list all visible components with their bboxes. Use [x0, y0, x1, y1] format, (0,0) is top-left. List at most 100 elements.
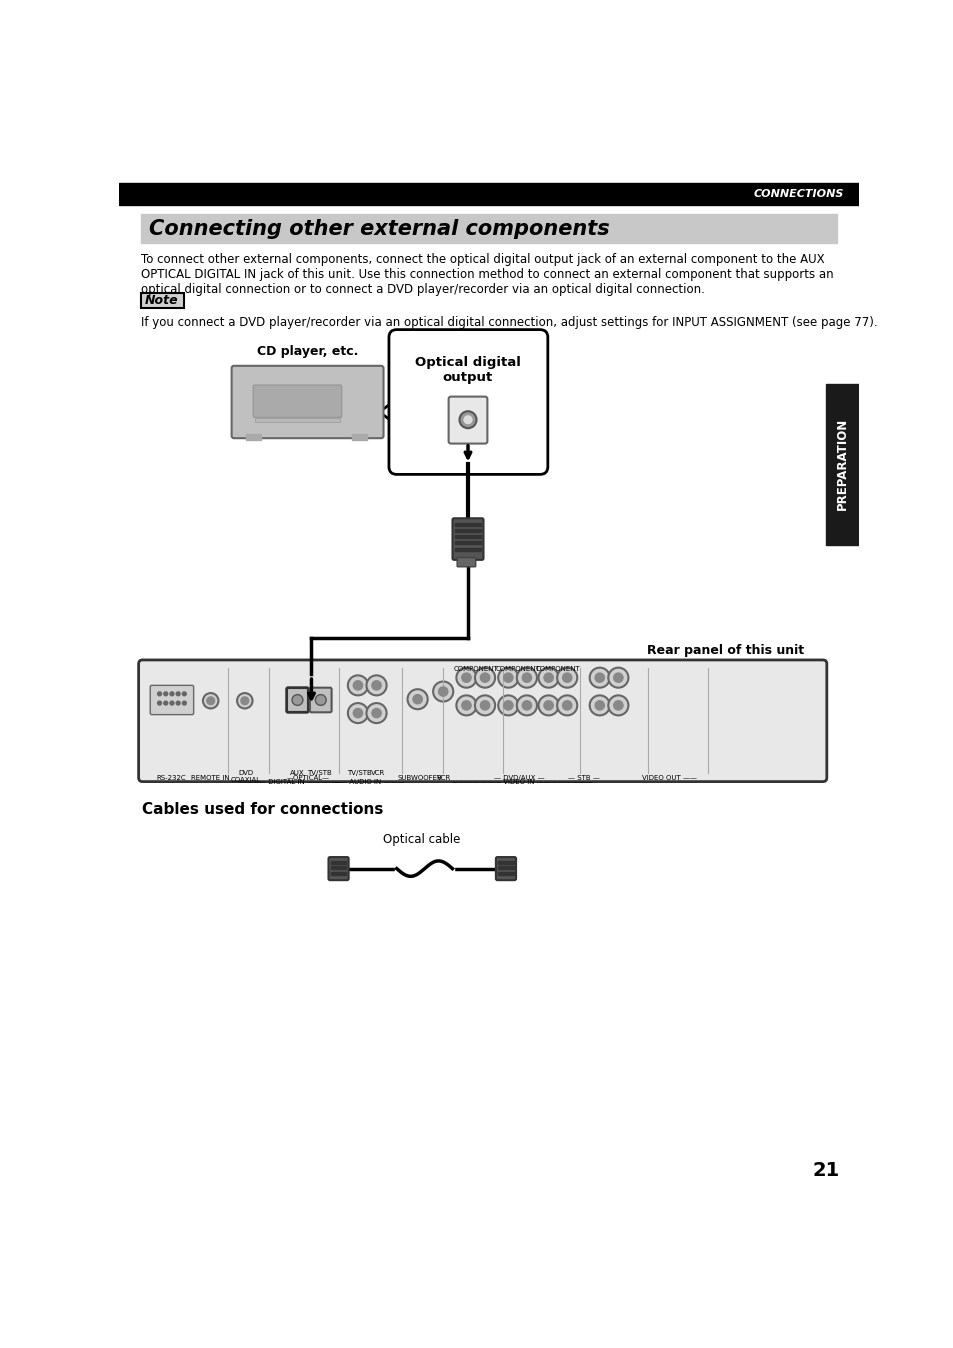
Text: COMPONENT: COMPONENT	[535, 666, 579, 673]
Text: REMOTE IN: REMOTE IN	[192, 775, 230, 780]
Circle shape	[348, 704, 368, 723]
Circle shape	[608, 696, 628, 716]
FancyBboxPatch shape	[310, 687, 332, 712]
Bar	[254, 418, 340, 422]
Bar	[397, 400, 401, 423]
FancyBboxPatch shape	[456, 558, 476, 566]
Circle shape	[372, 709, 381, 717]
Circle shape	[456, 667, 476, 687]
Circle shape	[353, 709, 362, 717]
Circle shape	[241, 697, 249, 705]
Bar	[497, 861, 513, 864]
Circle shape	[589, 667, 609, 687]
Text: Optical cable: Optical cable	[382, 833, 459, 847]
Circle shape	[433, 682, 453, 701]
Text: Rear panel of this unit: Rear panel of this unit	[646, 644, 803, 656]
Text: COMPONENT: COMPONENT	[453, 666, 497, 673]
Text: Optical digital
output: Optical digital output	[415, 356, 520, 384]
FancyBboxPatch shape	[141, 293, 183, 309]
Circle shape	[480, 673, 489, 682]
Circle shape	[480, 701, 489, 710]
Text: ——————— VIDEO IN ————————: ——————— VIDEO IN ————————	[452, 779, 592, 786]
Circle shape	[315, 694, 326, 705]
Circle shape	[461, 701, 471, 710]
Bar	[497, 867, 513, 869]
Circle shape	[207, 697, 214, 705]
Circle shape	[517, 667, 537, 687]
Circle shape	[521, 701, 531, 710]
Text: TV/STB: TV/STB	[307, 770, 332, 776]
Circle shape	[589, 696, 609, 716]
Circle shape	[503, 673, 513, 682]
Text: CD player, etc.: CD player, etc.	[256, 345, 358, 359]
Circle shape	[203, 693, 218, 709]
Text: — DVD/AUX —: — DVD/AUX —	[494, 775, 544, 780]
Circle shape	[372, 681, 381, 690]
Circle shape	[438, 687, 447, 696]
Circle shape	[176, 701, 180, 705]
Circle shape	[595, 673, 604, 682]
Circle shape	[497, 667, 517, 687]
Bar	[141, 214, 836, 244]
Circle shape	[459, 411, 476, 429]
Circle shape	[164, 701, 168, 705]
Bar	[455, 523, 480, 526]
Text: TV/STB: TV/STB	[347, 770, 372, 776]
FancyBboxPatch shape	[448, 396, 487, 443]
FancyBboxPatch shape	[496, 857, 516, 880]
Circle shape	[366, 704, 386, 723]
Text: RS-232C: RS-232C	[156, 775, 186, 780]
Bar	[455, 542, 480, 545]
FancyBboxPatch shape	[452, 518, 483, 559]
Text: — STB —: — STB —	[568, 775, 599, 780]
Bar	[455, 528, 480, 532]
Text: Connecting other external components: Connecting other external components	[149, 218, 609, 239]
Text: COMPONENT: COMPONENT	[495, 666, 539, 673]
Text: —— AUDIO IN ———: —— AUDIO IN ———	[333, 779, 404, 786]
FancyBboxPatch shape	[253, 386, 341, 418]
Circle shape	[157, 692, 161, 696]
Circle shape	[164, 692, 168, 696]
Circle shape	[517, 696, 537, 716]
Circle shape	[557, 696, 577, 716]
Text: If you connect a DVD player/recorder via an optical digital connection, adjust s: If you connect a DVD player/recorder via…	[141, 315, 877, 329]
FancyBboxPatch shape	[138, 661, 826, 782]
Circle shape	[170, 692, 173, 696]
Circle shape	[543, 701, 553, 710]
Bar	[497, 872, 513, 875]
Text: —OPTICAL—: —OPTICAL—	[287, 775, 330, 782]
Text: AUX: AUX	[290, 770, 305, 776]
FancyBboxPatch shape	[328, 857, 348, 880]
Circle shape	[461, 673, 471, 682]
Text: SUBWOOFER: SUBWOOFER	[397, 775, 442, 780]
Circle shape	[464, 417, 472, 423]
Bar	[331, 872, 346, 875]
Text: VIDEO OUT ——: VIDEO OUT ——	[641, 775, 697, 780]
Circle shape	[353, 681, 362, 690]
Bar	[352, 434, 367, 441]
Bar	[455, 535, 480, 538]
Circle shape	[366, 675, 386, 696]
Polygon shape	[379, 399, 396, 425]
Text: To connect other external components, connect the optical digital output jack of: To connect other external components, co…	[141, 252, 833, 295]
Text: VCR: VCR	[371, 770, 385, 776]
Text: VCR: VCR	[436, 775, 451, 780]
Circle shape	[497, 696, 517, 716]
Bar	[119, 183, 858, 205]
Bar	[331, 867, 346, 869]
Bar	[331, 861, 346, 864]
FancyBboxPatch shape	[150, 685, 193, 714]
FancyBboxPatch shape	[232, 365, 383, 438]
Circle shape	[608, 667, 628, 687]
Text: DVD
COAXIAL: DVD COAXIAL	[231, 770, 260, 783]
Bar	[455, 547, 480, 550]
Circle shape	[407, 689, 427, 709]
Circle shape	[170, 701, 173, 705]
Circle shape	[562, 673, 571, 682]
Text: CONNECTIONS: CONNECTIONS	[753, 189, 843, 200]
FancyBboxPatch shape	[389, 330, 547, 474]
Circle shape	[475, 696, 495, 716]
Circle shape	[543, 673, 553, 682]
Text: 21: 21	[812, 1161, 840, 1180]
Circle shape	[292, 694, 303, 705]
